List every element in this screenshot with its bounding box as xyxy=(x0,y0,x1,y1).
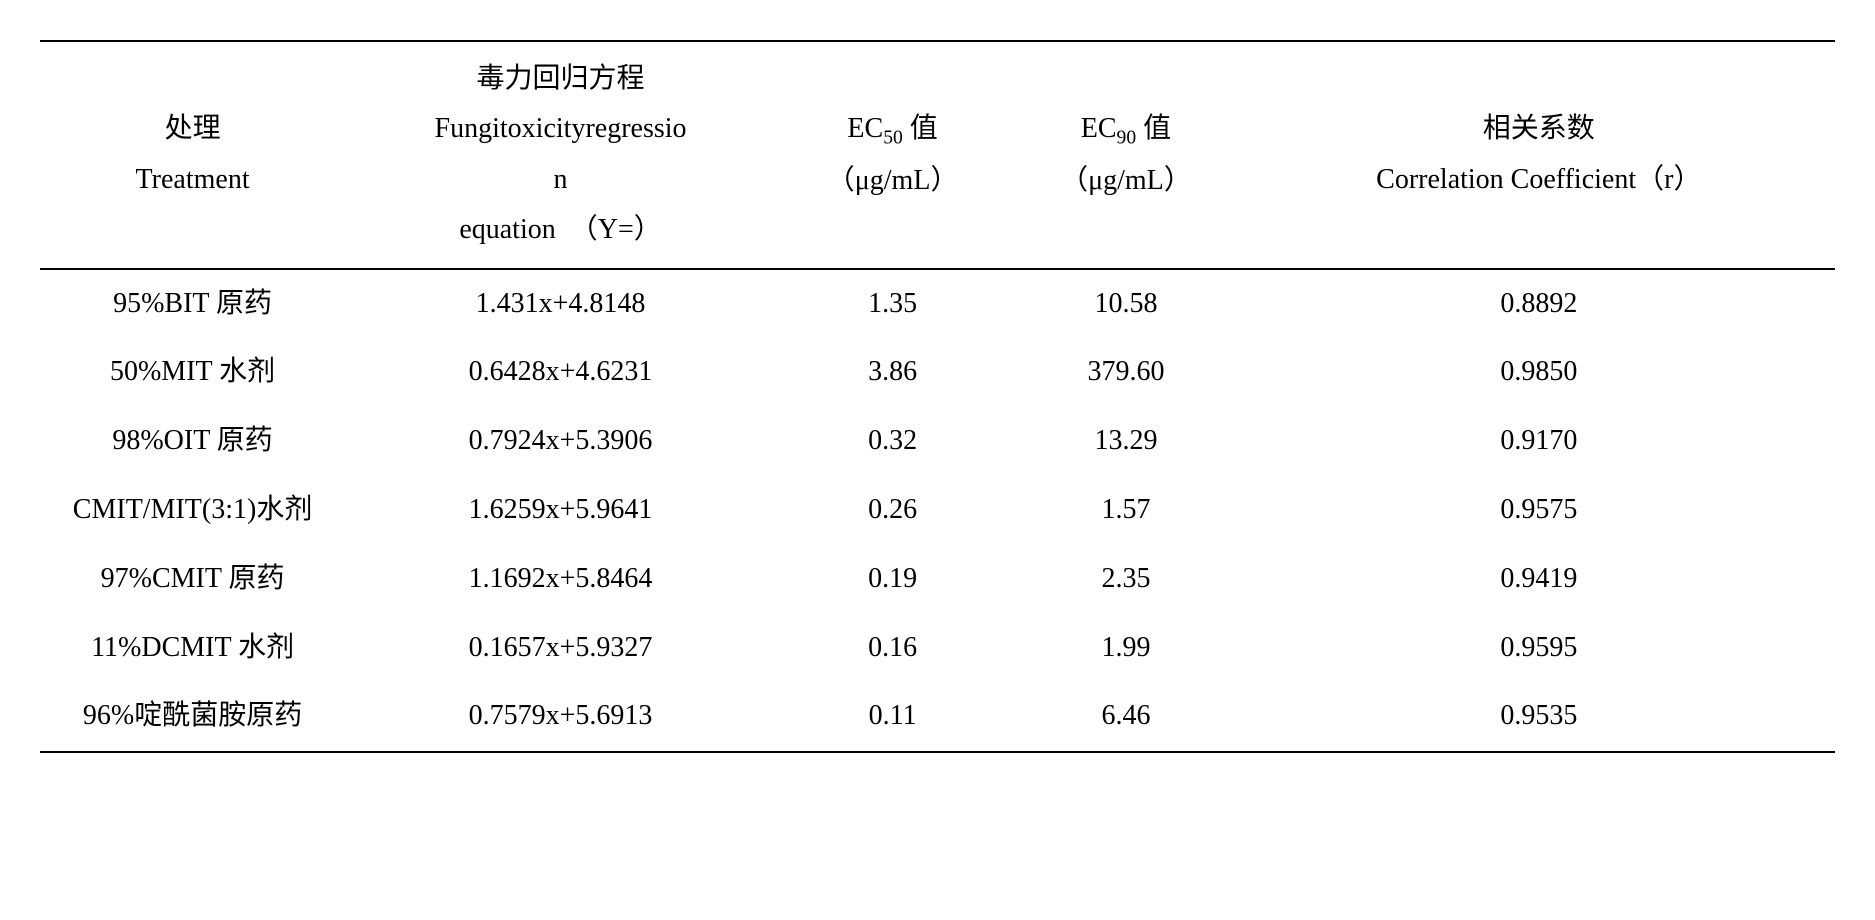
table-body: 95%BIT 原药 1.431x+4.8148 1.35 10.58 0.889… xyxy=(40,269,1835,753)
ec90-text: EC xyxy=(1081,113,1117,144)
table-row: 50%MIT 水剂 0.6428x+4.6231 3.86 379.60 0.9… xyxy=(40,338,1835,407)
cell-ec50: 0.19 xyxy=(776,545,1009,614)
cell-equation: 1.431x+4.8148 xyxy=(345,269,776,339)
cell-coeff: 0.9170 xyxy=(1243,407,1835,476)
header-ec90-unit: （μg/mL） xyxy=(1060,156,1192,206)
table-header: 处理 Treatment 毒力回归方程 Fungitoxicityregress… xyxy=(40,41,1835,269)
cell-ec90: 10.58 xyxy=(1009,269,1242,339)
cell-equation: 0.6428x+4.6231 xyxy=(345,338,776,407)
header-ec50-unit: （μg/mL） xyxy=(827,156,959,206)
header-equation-en3: equation （Y=） xyxy=(459,205,661,255)
cell-coeff: 0.9575 xyxy=(1243,476,1835,545)
table-row: 98%OIT 原药 0.7924x+5.3906 0.32 13.29 0.91… xyxy=(40,407,1835,476)
fungitoxicity-table-container: 处理 Treatment 毒力回归方程 Fungitoxicityregress… xyxy=(40,40,1835,753)
cell-treatment: 96%啶酰菌胺原药 xyxy=(40,682,345,752)
cell-ec90: 1.99 xyxy=(1009,614,1242,683)
header-coeff-cn: 相关系数 xyxy=(1483,104,1595,154)
header-treatment-cn: 处理 xyxy=(165,104,221,154)
cell-coeff: 0.9850 xyxy=(1243,338,1835,407)
ec50-suffix: 值 xyxy=(903,113,938,144)
header-treatment: 处理 Treatment xyxy=(40,41,345,269)
header-equation-en2: n xyxy=(554,155,568,205)
cell-coeff: 0.9535 xyxy=(1243,682,1835,752)
table-row: CMIT/MIT(3:1)水剂 1.6259x+5.9641 0.26 1.57… xyxy=(40,476,1835,545)
table-row: 95%BIT 原药 1.431x+4.8148 1.35 10.58 0.889… xyxy=(40,269,1835,339)
cell-ec90: 1.57 xyxy=(1009,476,1242,545)
cell-equation: 0.7924x+5.3906 xyxy=(345,407,776,476)
ec50-text: EC xyxy=(847,113,883,144)
cell-ec50: 1.35 xyxy=(776,269,1009,339)
cell-treatment: 95%BIT 原药 xyxy=(40,269,345,339)
cell-ec50: 3.86 xyxy=(776,338,1009,407)
cell-ec50: 0.26 xyxy=(776,476,1009,545)
cell-ec50: 0.32 xyxy=(776,407,1009,476)
cell-equation: 0.1657x+5.9327 xyxy=(345,614,776,683)
header-equation-en1: Fungitoxicityregressio xyxy=(435,104,687,154)
cell-equation: 0.7579x+5.6913 xyxy=(345,682,776,752)
header-equation: 毒力回归方程 Fungitoxicityregressio n equation… xyxy=(345,41,776,269)
cell-equation: 1.6259x+5.9641 xyxy=(345,476,776,545)
header-ec50-label: EC50 值 xyxy=(847,104,937,156)
cell-ec50: 0.11 xyxy=(776,682,1009,752)
cell-coeff: 0.9419 xyxy=(1243,545,1835,614)
header-row: 处理 Treatment 毒力回归方程 Fungitoxicityregress… xyxy=(40,41,1835,269)
table-row: 96%啶酰菌胺原药 0.7579x+5.6913 0.11 6.46 0.953… xyxy=(40,682,1835,752)
cell-treatment: 50%MIT 水剂 xyxy=(40,338,345,407)
cell-ec90: 13.29 xyxy=(1009,407,1242,476)
header-ec90-label: EC90 值 xyxy=(1081,104,1171,156)
cell-treatment: 97%CMIT 原药 xyxy=(40,545,345,614)
header-ec90: EC90 值 （μg/mL） xyxy=(1009,41,1242,269)
header-coeff: 相关系数 Correlation Coefficient（r） xyxy=(1243,41,1835,269)
table-row: 97%CMIT 原药 1.1692x+5.8464 0.19 2.35 0.94… xyxy=(40,545,1835,614)
cell-treatment: CMIT/MIT(3:1)水剂 xyxy=(40,476,345,545)
header-equation-cn: 毒力回归方程 xyxy=(477,54,645,104)
cell-ec90: 379.60 xyxy=(1009,338,1242,407)
cell-coeff: 0.9595 xyxy=(1243,614,1835,683)
cell-ec50: 0.16 xyxy=(776,614,1009,683)
ec90-sub: 90 xyxy=(1117,127,1137,148)
cell-coeff: 0.8892 xyxy=(1243,269,1835,339)
ec90-suffix: 值 xyxy=(1136,113,1171,144)
fungitoxicity-table: 处理 Treatment 毒力回归方程 Fungitoxicityregress… xyxy=(40,40,1835,753)
header-treatment-en: Treatment xyxy=(136,155,250,205)
header-coeff-en: Correlation Coefficient（r） xyxy=(1376,155,1701,205)
cell-treatment: 98%OIT 原药 xyxy=(40,407,345,476)
cell-equation: 1.1692x+5.8464 xyxy=(345,545,776,614)
cell-ec90: 6.46 xyxy=(1009,682,1242,752)
table-row: 11%DCMIT 水剂 0.1657x+5.9327 0.16 1.99 0.9… xyxy=(40,614,1835,683)
cell-ec90: 2.35 xyxy=(1009,545,1242,614)
cell-treatment: 11%DCMIT 水剂 xyxy=(40,614,345,683)
ec50-sub: 50 xyxy=(883,127,903,148)
header-ec50: EC50 值 （μg/mL） xyxy=(776,41,1009,269)
